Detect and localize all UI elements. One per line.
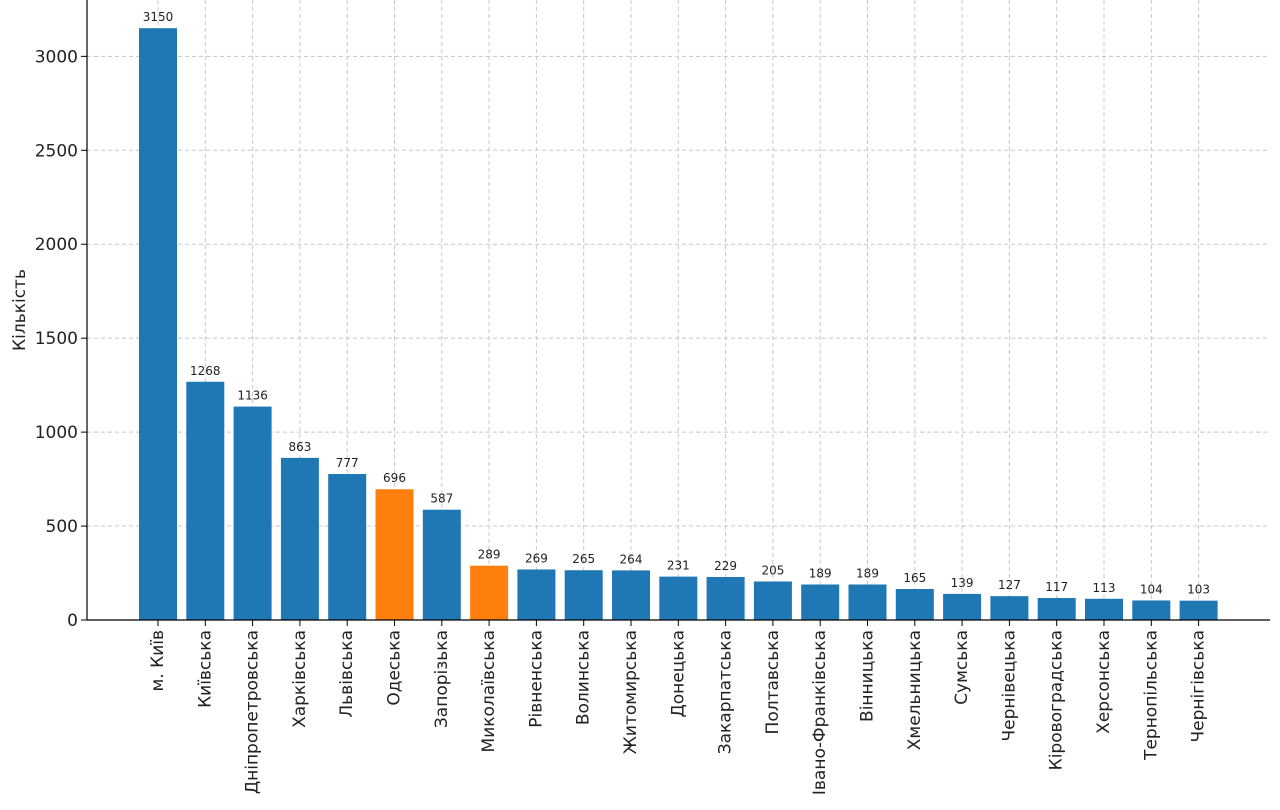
x-tick-label: Рівненська [526,630,546,728]
bar [943,593,982,620]
bar-value-label: 103 [1187,583,1210,597]
bar [895,589,934,620]
y-tick-label: 3000 [35,47,78,67]
y-tick-label: 0 [67,611,78,631]
x-tick-label: Тернопільська [1141,630,1161,761]
x-tick-label: Дніпропетровська [243,630,263,794]
x-tick-label: Харківська [290,630,310,728]
x-tick-label: Одеська [385,630,405,706]
bar [233,406,272,620]
bar [1132,600,1171,620]
bar-value-label: 1136 [237,389,268,403]
y-axis-label: Кількість [10,269,30,351]
bar [422,509,461,620]
bar-value-label: 264 [620,552,643,566]
bar [470,565,509,620]
x-tick-label: Волинська [574,630,594,725]
bar [517,569,556,620]
x-tick-label: Миколаївська [479,630,499,752]
bar-value-label: 265 [572,552,595,566]
x-tick-label: Чернівецька [999,630,1019,742]
x-tick-label: Запорізька [432,630,452,728]
x-tick-label: Хмельницька [905,630,925,750]
bar [328,474,367,620]
bar-value-label: 863 [288,440,311,454]
bar-value-label: 189 [809,566,832,580]
bar-value-label: 1268 [190,364,221,378]
bar-value-label: 117 [1045,580,1068,594]
bar-value-label: 113 [1093,581,1116,595]
bar-value-label: 139 [951,576,974,590]
x-tick-label: Полтавська [763,630,783,734]
x-tick-label: Вінницька [858,630,878,722]
bar-value-label: 229 [714,559,737,573]
bar [801,584,840,620]
bar [280,457,319,620]
bar [706,576,745,620]
bar-value-label: 696 [383,471,406,485]
x-tick-label: Кіровоградська [1047,630,1067,770]
y-axis-ticks: 0 500 1000 1500 2000 2500 3000 [35,47,87,631]
bar-labels: 3150 1268 1136 863 777 696 587 289 269 265 264 231 2… [143,10,1210,596]
bar [186,381,225,620]
x-axis-ticks: м. Київ Київська Дніпропетровська Харківськ… [148,620,1209,795]
bar [375,489,414,620]
bar-value-label: 205 [761,563,784,577]
bar-value-label: 3150 [143,10,174,24]
x-tick-label: Львівська [337,630,357,718]
x-tick-label: м. Київ [148,630,168,692]
bars [139,28,1218,620]
bar [1037,598,1076,620]
y-tick-label: 1500 [35,329,78,349]
x-tick-label: Івано-Франківська [810,630,830,795]
bar [1085,598,1123,620]
bar-value-label: 289 [478,548,501,562]
x-tick-label: Херсонська [1094,630,1114,734]
y-tick-label: 2000 [35,235,78,255]
bar [848,584,887,620]
y-tick-label: 500 [46,517,78,537]
grid [87,0,1270,621]
bar-value-label: 269 [525,551,548,565]
bar-value-label: 127 [998,578,1021,592]
x-tick-label: Житомирська [621,630,641,754]
y-tick-label: 2500 [35,141,78,161]
bar-value-label: 104 [1140,582,1163,596]
x-tick-label: Київська [195,630,215,708]
bar [612,570,650,620]
x-tick-label: Донецька [668,630,688,718]
x-tick-label: Сумська [952,630,972,705]
bar [1179,600,1218,620]
x-tick-label: Закарпатська [716,630,736,754]
bar-value-label: 231 [667,559,690,573]
bar-value-label: 165 [903,571,926,585]
bar-value-label: 587 [430,492,453,506]
bar-value-label: 189 [856,566,879,580]
x-tick-label: Чернігівська [1189,630,1209,742]
y-tick-label: 1000 [35,423,78,443]
bar-value-label: 777 [336,456,359,470]
bar [139,28,177,620]
bar [990,596,1029,620]
bar [564,570,603,620]
bar [659,576,698,620]
bar [753,581,792,620]
